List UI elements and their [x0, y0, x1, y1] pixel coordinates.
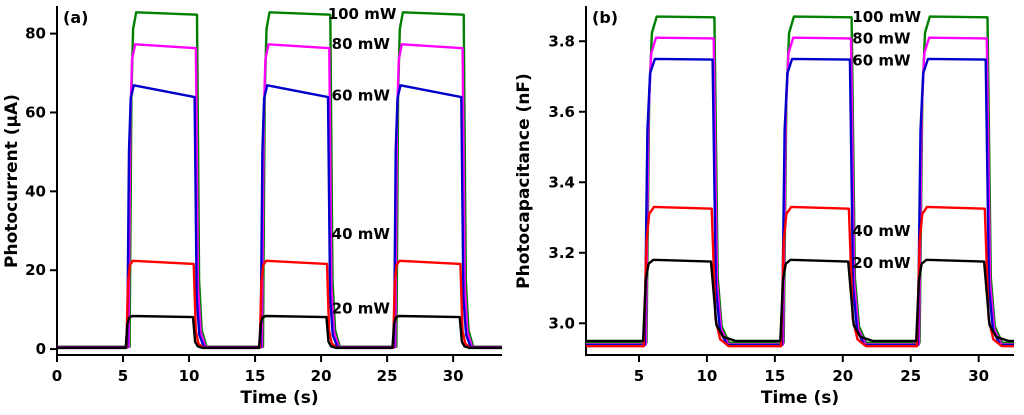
x-tick-label: 25	[900, 367, 921, 385]
y-axis-title: Photocapacitance (nF)	[514, 73, 534, 289]
panel-background	[0, 0, 512, 415]
curve-label-60-mW: 60 mW	[852, 51, 911, 69]
x-tick-label: 20	[311, 367, 332, 385]
y-axis-title: Photocurrent (μA)	[2, 94, 22, 268]
series-line-60-mW	[57, 84, 502, 349]
curve-label-100-mW: 100 mW	[852, 8, 921, 26]
curve-label-80-mW: 80 mW	[332, 35, 391, 53]
x-tick-label: 5	[118, 367, 128, 385]
y-tick-label: 3.6	[548, 103, 575, 121]
photocurrent-chart: 0 5 10 15 20 25 30 0 20 40 60 80 100 mW 80 mW 60 mW 40 …	[0, 0, 512, 415]
x-tick-label: 25	[377, 367, 398, 385]
series-line-40-mW	[57, 259, 502, 349]
curve-label-60-mW: 60 mW	[332, 86, 391, 104]
panel-letter: (b)	[592, 8, 618, 27]
y-tick-label: 0	[36, 340, 46, 358]
x-tick-label: 15	[764, 367, 785, 385]
y-tick-label: 3.4	[548, 173, 575, 191]
x-tick-label: 0	[52, 367, 62, 385]
series-line-20-mW	[586, 258, 1014, 343]
photocapacitance-chart: 5 10 15 20 25 30 3.0 3.2 3.4 3.6 3.8 100 mW 80 mW 60 …	[512, 0, 1024, 415]
series-line-20-mW	[57, 314, 502, 350]
series-line-80-mW	[586, 36, 1014, 346]
curve-label-80-mW: 80 mW	[852, 30, 911, 48]
curve-label-20-mW: 20 mW	[332, 299, 391, 317]
series-line-80-mW	[57, 43, 502, 349]
curve-label-40-mW: 40 mW	[852, 222, 911, 240]
x-axis-title: Time (s)	[240, 388, 318, 408]
series-line-60-mW	[586, 57, 1014, 347]
x-tick-label: 5	[634, 367, 644, 385]
x-tick-label: 15	[245, 367, 266, 385]
curves-group	[57, 11, 502, 350]
x-axis-title: Time (s)	[761, 388, 839, 408]
curve-label-40-mW: 40 mW	[332, 225, 391, 243]
panel-letter: (a)	[63, 8, 88, 27]
y-tick-label: 80	[25, 25, 46, 43]
x-tick-label: 30	[443, 367, 464, 385]
curve-label-20-mW: 20 mW	[852, 254, 911, 272]
curve-label-100-mW: 100 mW	[328, 5, 397, 23]
series-line-40-mW	[586, 205, 1014, 348]
series-line-100-mW	[586, 15, 1014, 344]
y-tick-label: 3.2	[548, 244, 575, 262]
x-tick-label: 20	[832, 367, 853, 385]
y-tick-label: 60	[25, 103, 46, 121]
x-tick-label: 10	[179, 367, 200, 385]
series-line-100-mW	[57, 11, 502, 348]
y-tick-label: 20	[25, 261, 46, 279]
x-tick-label: 30	[968, 367, 989, 385]
y-tick-label: 40	[25, 182, 46, 200]
y-tick-label: 3.0	[548, 314, 575, 332]
y-tick-label: 3.8	[548, 32, 575, 50]
curves-group	[586, 15, 1014, 348]
x-tick-label: 10	[696, 367, 717, 385]
